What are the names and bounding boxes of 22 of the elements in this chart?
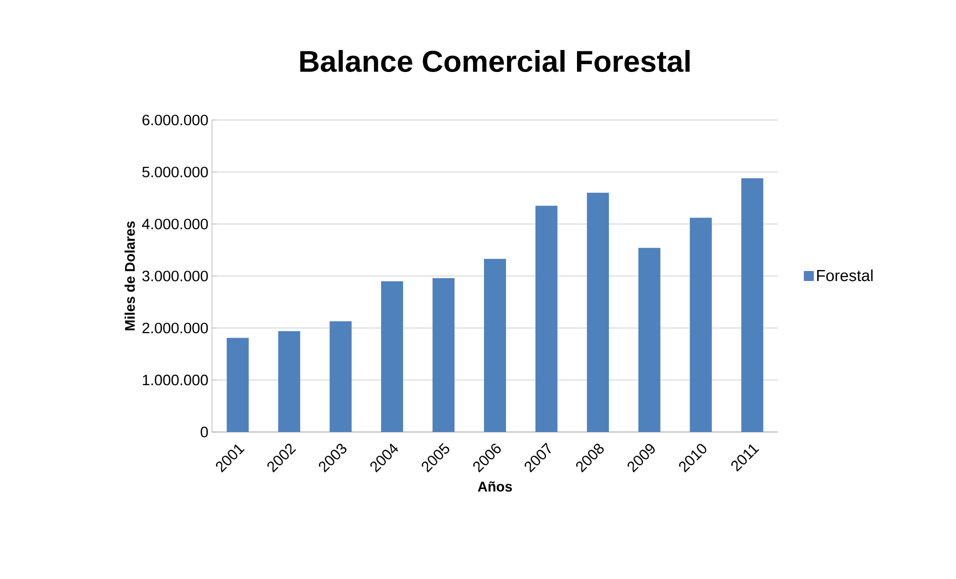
- bar: [535, 206, 558, 432]
- bar: [226, 338, 249, 432]
- bar: [586, 192, 609, 432]
- bar: [278, 331, 300, 432]
- y-tick-label: 5.000.000: [142, 166, 208, 178]
- y-tick-label: 3.000.000: [142, 270, 208, 282]
- bar: [432, 278, 455, 432]
- y-tick-label: 2.000.000: [142, 322, 208, 334]
- y-tick-label: 6.000.000: [142, 114, 208, 126]
- x-axis-title: Años: [478, 481, 512, 492]
- bar: [690, 218, 712, 432]
- y-axis-title: Miles de Dolares: [124, 221, 135, 330]
- legend-label: Forestal: [817, 269, 873, 282]
- bar: [484, 258, 506, 432]
- y-tick-label: 0: [200, 426, 208, 438]
- y-tick-label: 4.000.000: [142, 218, 208, 230]
- bar: [638, 248, 660, 432]
- bar: [741, 178, 764, 432]
- bar: [381, 281, 404, 432]
- y-tick-label: 1.000.000: [142, 374, 208, 386]
- bar: [330, 321, 352, 432]
- chart-title: Balance Comercial Forestal: [300, 50, 690, 72]
